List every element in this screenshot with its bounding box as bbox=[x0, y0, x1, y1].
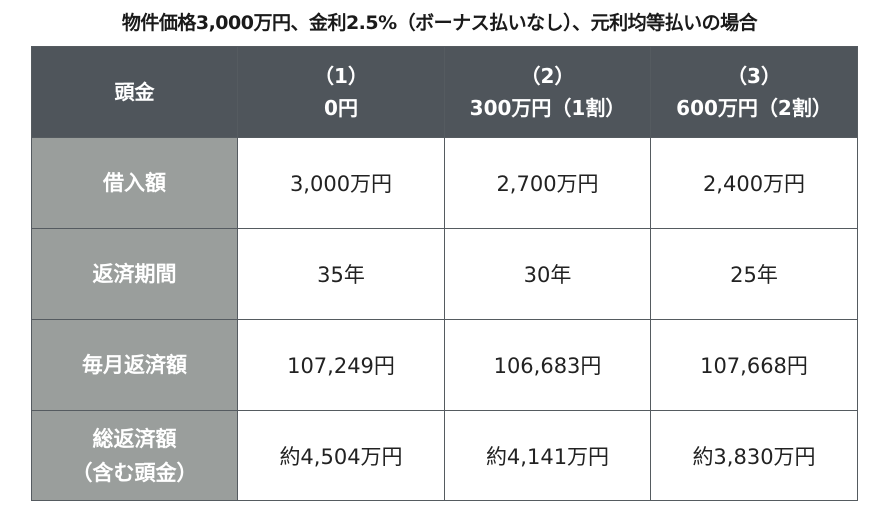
table-row-total-repayment: 総返済額 （含む頭金） 約4,504万円 約4,141万円 約3,830万円 bbox=[31, 410, 858, 501]
table-cell: 107,668円 bbox=[650, 319, 858, 411]
header-col-1-amount: 0円 bbox=[324, 96, 358, 120]
header-col-3-amount: 600万円（2割） bbox=[676, 96, 832, 120]
header-col-2: （2） 300万円（1割） bbox=[444, 46, 651, 138]
table-cell: 35年 bbox=[237, 228, 445, 320]
table-cell: 106,683円 bbox=[444, 319, 651, 411]
table-cell: 約4,141万円 bbox=[444, 410, 651, 501]
loan-comparison-table: 頭金 （1） 0円 （2） 300万円（1割） （3） 600万円（2割） 借入… bbox=[31, 46, 858, 501]
table-cell: 約3,830万円 bbox=[650, 410, 858, 501]
table-row-repayment-period: 返済期間 35年 30年 25年 bbox=[31, 228, 858, 320]
row-label-subtext: （含む頭金） bbox=[71, 460, 198, 485]
table-cell: 30年 bbox=[444, 228, 651, 320]
table-cell: 3,000万円 bbox=[237, 137, 445, 229]
header-col-2-number: （2） bbox=[520, 64, 575, 88]
header-row: 頭金 （1） 0円 （2） 300万円（1割） （3） 600万円（2割） bbox=[31, 46, 858, 138]
header-col-1-number: （1） bbox=[314, 64, 368, 88]
table-caption: 物件価格3,000万円、金利2.5%（ボーナス払いなし）、元利均等払いの場合 bbox=[121, 12, 758, 34]
table-cell: 107,249円 bbox=[237, 319, 445, 411]
row-label-text: 借入額 bbox=[103, 171, 166, 195]
table-cell: 25年 bbox=[650, 228, 858, 320]
table-row-loan-amount: 借入額 3,000万円 2,700万円 2,400万円 bbox=[31, 137, 858, 229]
row-label-monthly-payment: 毎月返済額 bbox=[31, 319, 238, 411]
table-row-monthly-payment: 毎月返済額 107,249円 106,683円 107,668円 bbox=[31, 319, 858, 411]
row-label-total-repayment: 総返済額 （含む頭金） bbox=[31, 410, 238, 501]
header-col-1: （1） 0円 bbox=[237, 46, 445, 138]
header-corner-cell: 頭金 bbox=[31, 46, 238, 138]
row-label-text: 返済期間 bbox=[92, 262, 177, 286]
row-label-text: 総返済額 bbox=[92, 426, 177, 451]
header-corner-label: 頭金 bbox=[114, 80, 155, 104]
row-label-loan-amount: 借入額 bbox=[31, 137, 238, 229]
table-cell: 2,400万円 bbox=[650, 137, 858, 229]
row-label-repayment-period: 返済期間 bbox=[31, 228, 238, 320]
header-col-3: （3） 600万円（2割） bbox=[650, 46, 858, 138]
table-cell: 約4,504万円 bbox=[237, 410, 445, 501]
row-label-text: 毎月返済額 bbox=[82, 353, 187, 377]
header-col-2-amount: 300万円（1割） bbox=[469, 96, 626, 120]
header-col-3-number: （3） bbox=[727, 64, 781, 88]
table-cell: 2,700万円 bbox=[444, 137, 651, 229]
